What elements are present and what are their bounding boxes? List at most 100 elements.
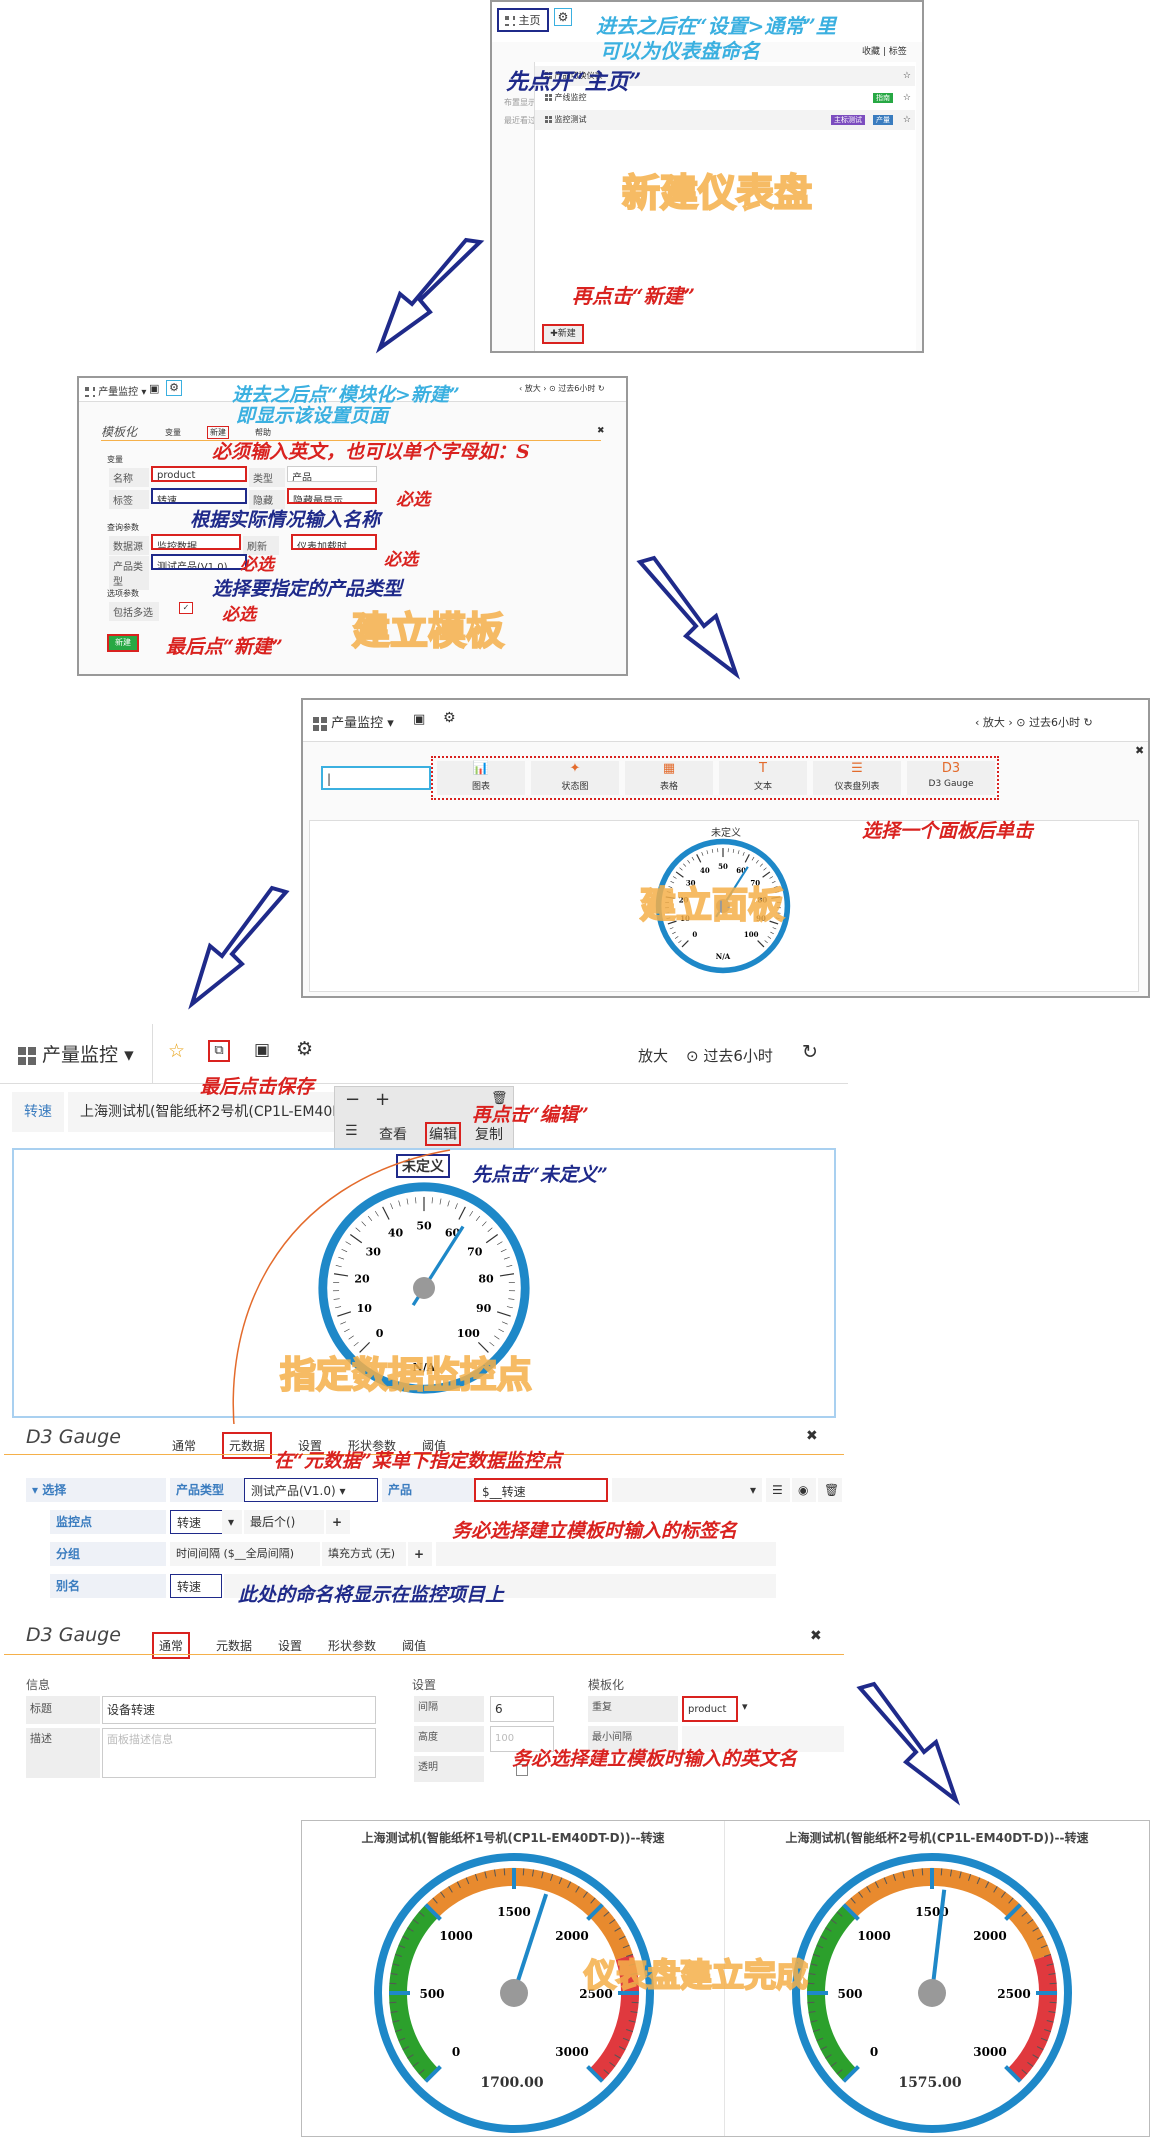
save-icon[interactable]: ▣ (413, 712, 425, 727)
tab-threshold[interactable]: 阈值 (402, 1637, 426, 1654)
tab-settings[interactable]: 设置 (278, 1637, 302, 1654)
save-icon[interactable]: ▣ (254, 1040, 270, 1060)
dashboard-badge[interactable]: 主标测试 (831, 115, 865, 125)
gauge-tick-label: 2500 (997, 1987, 1030, 2001)
home-button[interactable]: 主页 (497, 8, 549, 32)
favorites-tags[interactable]: 收藏 | 标签 (862, 44, 907, 57)
product-type-label: 产品类型 (109, 556, 149, 590)
group-select[interactable]: 时间间隔 ($__全局间隔) (170, 1542, 320, 1566)
editor-title: D3 Gauge (26, 1624, 121, 1646)
monitor-select[interactable]: 转速 (170, 1510, 224, 1534)
close-icon[interactable]: ✖ (1135, 744, 1144, 757)
note-product-type: 选择要指定的产品类型 (212, 574, 402, 601)
sidebar-text-2: 最近看过 (504, 115, 536, 126)
desc-label: 描述 (26, 1728, 100, 1778)
note-save: 最后点击保存 (200, 1072, 314, 1099)
tab-shape[interactable]: 形状参数 (328, 1637, 376, 1654)
sidebar-text-1: 布置显示 (504, 97, 536, 108)
gear-icon[interactable]: ⚙ (296, 1038, 313, 1060)
time-range[interactable]: 过去6小时 (1029, 716, 1080, 729)
name-input[interactable]: product (151, 466, 247, 482)
star-icon[interactable]: ☆ (903, 66, 911, 86)
span-input[interactable]: 6 (490, 1696, 554, 1722)
gear-icon[interactable]: ⚙ (443, 710, 456, 726)
menu-icon[interactable]: ☰ (345, 1123, 358, 1139)
tab-variables[interactable]: 变量 (165, 427, 181, 438)
dash-title[interactable]: 产量监控 (42, 1044, 118, 1066)
hide-select[interactable]: 隐藏最显示 (287, 488, 377, 504)
dashboard-row[interactable]: 监控测试 产量 主标测试 ☆ (535, 110, 915, 130)
menu-copy[interactable]: 复制 (475, 1124, 503, 1144)
gauge-1-title[interactable]: 上海测试机(智能纸杯1号机(CP1L-EM40DT-D))--转速 (302, 1829, 724, 1846)
create-button[interactable]: 新建 (107, 634, 139, 652)
gauge-2-title[interactable]: 上海测试机(智能纸杯2号机(CP1L-EM40DT-D))--转速 (726, 1829, 1148, 1846)
new-dashboard-button[interactable]: ✚新建 (542, 324, 584, 344)
note-new: 再点击“新建” (572, 280, 695, 309)
time-range[interactable]: ⊙ 过去6小时 (686, 1045, 773, 1066)
gauge-tick-label: 100 (744, 930, 759, 939)
watermark-new-dashboard: 新建仪表盘 (622, 162, 812, 217)
row-menu-icon[interactable]: ☰ (766, 1478, 790, 1502)
dashboard-badge[interactable]: 指南 (873, 93, 893, 103)
zoom-label[interactable]: 放大 (983, 716, 1005, 729)
add-func-button[interactable]: + (326, 1510, 350, 1534)
repeat-select[interactable]: product (682, 1696, 738, 1722)
panel-type-5[interactable]: D3 D3 Gauge (907, 761, 995, 795)
multi-checkbox[interactable]: ✓ (179, 602, 193, 614)
dash-title[interactable]: 产量监控 (331, 716, 383, 731)
desc-input[interactable]: 面板描述信息 (102, 1728, 376, 1778)
star-icon[interactable]: ☆ (903, 88, 911, 108)
save-icon[interactable]: ▣ (149, 382, 159, 395)
panel-type-1[interactable]: ✦ 状态图 (531, 761, 619, 795)
close-icon[interactable]: ✖ (810, 1628, 822, 1644)
product-select[interactable]: $__转速 (474, 1478, 608, 1502)
zoom-label[interactable]: 放大 (525, 384, 541, 393)
last-select[interactable]: 最后个() (244, 1510, 324, 1534)
star-icon[interactable]: ☆ (903, 110, 911, 130)
plus-icon[interactable]: + (375, 1089, 390, 1110)
add-group-button[interactable]: + (408, 1542, 432, 1566)
product-type-select[interactable]: 测试产品(V1.0) ▾ (244, 1478, 378, 1502)
star-icon[interactable]: ☆ (168, 1040, 185, 1062)
dashboard-row-label: 监控测试 (555, 115, 587, 124)
panel-type-0[interactable]: 📊 图表 (437, 761, 525, 795)
arrow-1 (360, 230, 500, 370)
product-label: 产品 (382, 1478, 474, 1502)
gauge-tick-label: 2000 (555, 1929, 588, 1943)
panel-type-4[interactable]: ☰ 仪表盘列表 (813, 761, 901, 795)
dashboard-badge[interactable]: 产量 (873, 115, 893, 125)
trash-icon[interactable]: 🗑 (818, 1478, 842, 1502)
product-type-select[interactable]: 测试产品(V1.0) (151, 554, 247, 570)
note-product: 务必选择建立模板时输入的标签名 (452, 1516, 737, 1543)
panel-search-input[interactable]: | (321, 766, 431, 790)
panel-type-3[interactable]: T 文本 (719, 761, 807, 795)
dash-title[interactable]: 产量监控 (98, 387, 138, 398)
note-tag: 根据实际情况输入名称 (190, 505, 380, 532)
tab-metadata[interactable]: 元数据 (216, 1637, 252, 1654)
type-select[interactable]: 产品 (287, 466, 377, 482)
repeat-dropdown[interactable]: ▾ (742, 1700, 748, 1713)
share-icon[interactable]: ⧉ (208, 1040, 230, 1062)
gear-icon[interactable]: ⚙ (166, 380, 182, 396)
panel-type-2[interactable]: ▦ 表格 (625, 761, 713, 795)
datasource-select[interactable]: 监控数据 (151, 534, 241, 550)
minus-icon[interactable]: − (345, 1089, 360, 1110)
alias-input[interactable]: 转速 (170, 1574, 222, 1598)
eye-icon[interactable]: ◉ (792, 1478, 816, 1502)
product-dropdown[interactable]: ▾ (612, 1478, 762, 1502)
monitor-dropdown[interactable]: ▾ (222, 1510, 242, 1534)
gauge-tick-label: 500 (419, 1987, 444, 2001)
info-header: 信息 (26, 1676, 50, 1693)
close-icon[interactable]: ✖ (597, 426, 605, 436)
gear-button[interactable]: ⚙ (554, 8, 572, 26)
time-range[interactable]: 过去6小时 (558, 384, 595, 393)
zoom-label[interactable]: 放大 (638, 1045, 668, 1066)
tag-input[interactable]: 转速 (151, 488, 247, 504)
tab-general[interactable]: 通常 (172, 1437, 196, 1454)
title-input[interactable]: 设备转速 (102, 1696, 376, 1724)
refresh-icon[interactable]: ↻ (802, 1041, 818, 1063)
fill-select[interactable]: 填充方式 (无) (322, 1542, 406, 1566)
close-icon[interactable]: ✖ (806, 1428, 818, 1444)
refresh-select[interactable]: 仪表加载时 (291, 534, 377, 550)
arrow-4 (850, 1676, 970, 1816)
